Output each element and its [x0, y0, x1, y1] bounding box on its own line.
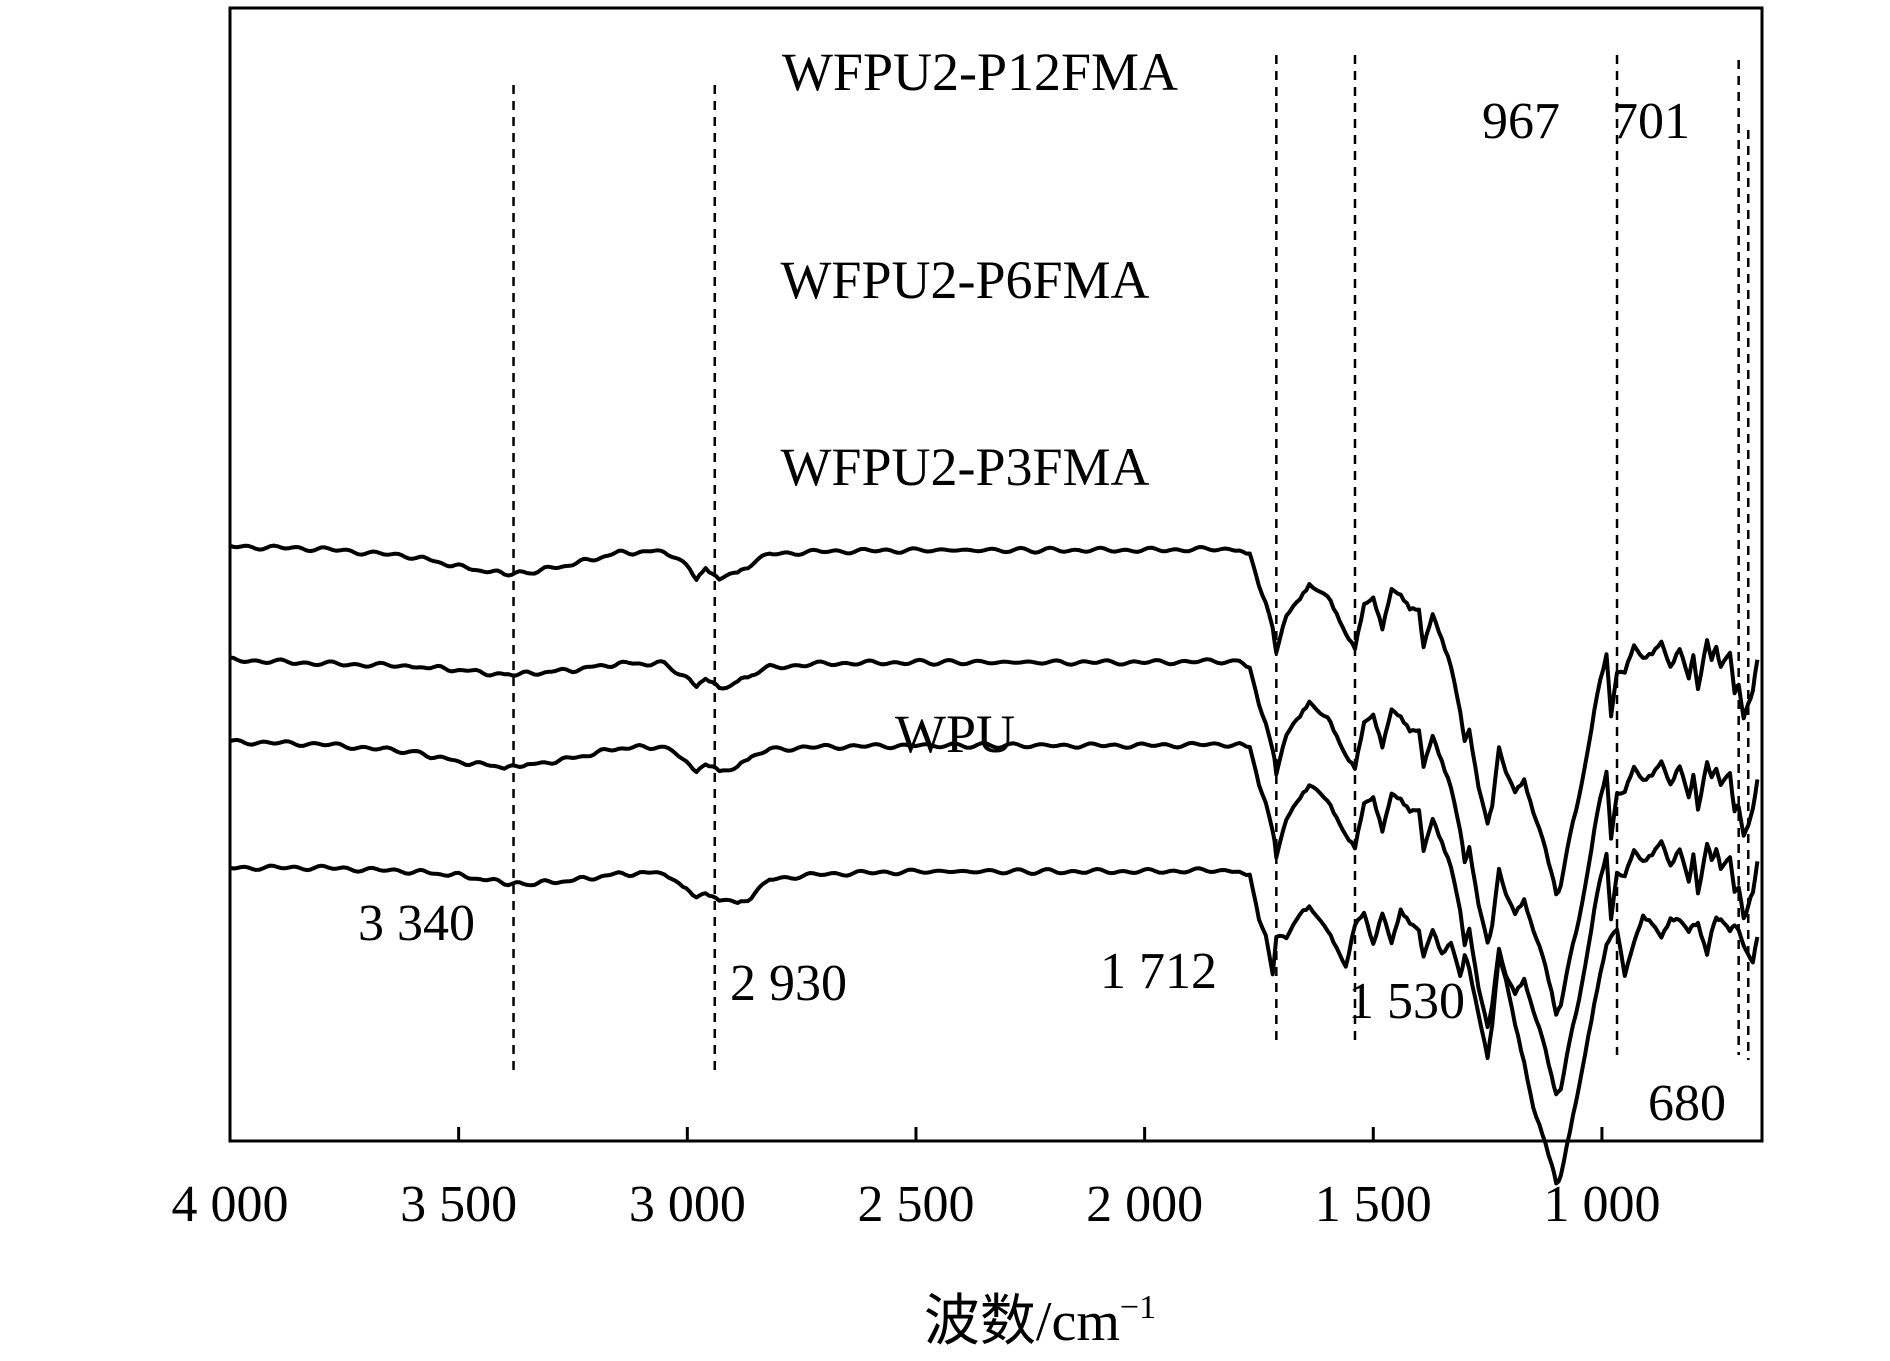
x-tick-label-2500: 2 500 [857, 1176, 974, 1233]
peak-labels: 3 340 2 930 1 712 1 530 967 701 680 [358, 93, 1726, 1132]
series-line-wfpu2-p12fma [229, 543, 1760, 897]
peak-label-1712: 1 712 [1100, 943, 1217, 1000]
series-label-wfpu2-p3fma: WFPU2-P3FMA [780, 437, 1149, 497]
x-tick-label-1500: 1 500 [1315, 1176, 1432, 1233]
peak-label-967: 967 [1482, 93, 1560, 150]
x-axis-title: 波数/cm−1 [924, 1289, 1156, 1353]
spectra-lines [229, 543, 1760, 1186]
series-label-wfpu2-p6fma: WFPU2-P6FMA [780, 250, 1149, 310]
x-axis-tick-labels: 4 000 3 500 3 000 2 500 2 000 1 500 1 000 [172, 1176, 1661, 1233]
peak-label-1540: 1 530 [1348, 973, 1465, 1030]
peak-label-2940: 2 930 [730, 955, 847, 1012]
x-axis-title-superscript: −1 [1120, 1289, 1156, 1326]
series-label-wpu: WPU [895, 704, 1015, 764]
x-tick-label-1000: 1 000 [1543, 1176, 1660, 1233]
x-axis-ticks [228, 1127, 1604, 1141]
x-axis-title-text: 波数/cm [924, 1291, 1120, 1353]
x-tick-label-4000: 4 000 [172, 1176, 289, 1233]
x-tick-label-3000: 3 000 [629, 1176, 746, 1233]
x-tick-label-3500: 3 500 [400, 1176, 517, 1233]
series-line-wfpu2-p6fma [229, 655, 1760, 1017]
reference-lines [512, 55, 1750, 1075]
plot-frame [228, 6, 1764, 1143]
peak-label-680: 680 [1648, 1075, 1726, 1132]
peak-label-701: 701 [1612, 93, 1690, 150]
peak-label-3380: 3 340 [358, 895, 475, 952]
series-line-wpu [229, 863, 1760, 1186]
x-tick-label-2000: 2 000 [1086, 1176, 1203, 1233]
series-line-wfpu2-p3fma [229, 737, 1760, 1097]
series-label-wfpu2-p12fma: WFPU2-P12FMA [782, 42, 1178, 102]
series-labels: WFPU2-P12FMA WFPU2-P6FMA WFPU2-P3FMA WPU [780, 42, 1178, 764]
